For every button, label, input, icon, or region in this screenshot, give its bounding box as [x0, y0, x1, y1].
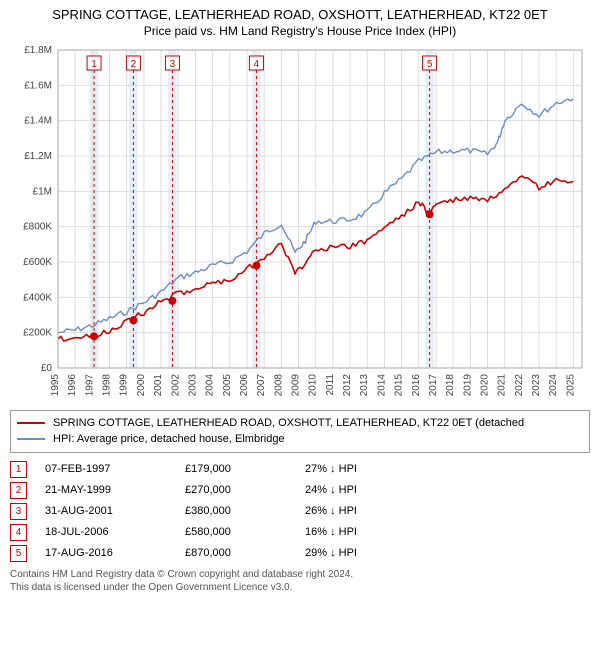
sale-price: £270,000	[185, 484, 305, 496]
svg-text:2010: 2010	[308, 373, 319, 396]
svg-text:1995: 1995	[50, 373, 61, 396]
svg-text:2013: 2013	[359, 373, 370, 396]
sale-date: 18-JUL-2006	[45, 526, 185, 538]
sale-row: 2 21-MAY-1999£270,00024% ↓ HPI	[10, 480, 590, 501]
svg-text:2000: 2000	[136, 373, 147, 396]
svg-text:2009: 2009	[291, 373, 302, 396]
sale-date: 17-AUG-2016	[45, 547, 185, 559]
sale-delta: 26% ↓ HPI	[305, 505, 445, 517]
svg-text:£1M: £1M	[33, 186, 52, 197]
svg-text:2004: 2004	[205, 373, 216, 396]
sale-badge: 4	[10, 524, 27, 541]
svg-text:2012: 2012	[342, 373, 353, 396]
sale-badge: 1	[10, 461, 27, 478]
svg-text:£1.2M: £1.2M	[24, 151, 52, 162]
svg-text:2016: 2016	[411, 373, 422, 396]
svg-text:£0: £0	[41, 363, 53, 374]
svg-text:£1.6M: £1.6M	[24, 80, 52, 91]
svg-text:£200K: £200K	[23, 327, 52, 338]
svg-text:2015: 2015	[394, 373, 405, 396]
svg-text:2006: 2006	[239, 373, 250, 396]
footnote: Contains HM Land Registry data © Crown c…	[10, 568, 590, 594]
chart-title: SPRING COTTAGE, LEATHERHEAD ROAD, OXSHOT…	[0, 0, 600, 24]
sale-delta: 27% ↓ HPI	[305, 463, 445, 475]
sale-delta: 24% ↓ HPI	[305, 484, 445, 496]
svg-text:2014: 2014	[376, 373, 387, 396]
svg-text:£1.8M: £1.8M	[24, 45, 52, 56]
svg-text:2019: 2019	[462, 373, 473, 396]
svg-text:2003: 2003	[187, 373, 198, 396]
svg-text:1: 1	[91, 59, 97, 70]
footnote-line-1: Contains HM Land Registry data © Crown c…	[10, 568, 590, 581]
svg-text:2018: 2018	[445, 373, 456, 396]
svg-text:2024: 2024	[548, 373, 559, 396]
footnote-line-2: This data is licensed under the Open Gov…	[10, 581, 590, 594]
legend: SPRING COTTAGE, LEATHERHEAD ROAD, OXSHOT…	[10, 410, 590, 453]
sale-row: 3 31-AUG-2001£380,00026% ↓ HPI	[10, 501, 590, 522]
sale-price: £870,000	[185, 547, 305, 559]
sale-price: £380,000	[185, 505, 305, 517]
sale-badge: 2	[10, 482, 27, 499]
svg-text:£600K: £600K	[23, 257, 52, 268]
legend-swatch	[17, 422, 45, 424]
svg-text:£800K: £800K	[23, 221, 52, 232]
svg-text:1997: 1997	[84, 373, 95, 396]
sale-row: 1 07-FEB-1997£179,00027% ↓ HPI	[10, 459, 590, 480]
sale-date: 21-MAY-1999	[45, 484, 185, 496]
svg-text:2008: 2008	[273, 373, 284, 396]
svg-text:2023: 2023	[531, 373, 542, 396]
chart-svg: £0 £200K £400K £600K £800K £1M £1.2M £1.4M £1.6M…	[10, 42, 590, 402]
legend-item: HPI: Average price, detached house, Elmb…	[17, 431, 583, 448]
legend-item: SPRING COTTAGE, LEATHERHEAD ROAD, OXSHOT…	[17, 415, 583, 432]
svg-text:2021: 2021	[497, 373, 508, 396]
svg-text:2: 2	[131, 59, 137, 70]
sale-delta: 16% ↓ HPI	[305, 526, 445, 538]
svg-text:4: 4	[254, 59, 260, 70]
svg-text:2020: 2020	[480, 373, 491, 396]
legend-label: SPRING COTTAGE, LEATHERHEAD ROAD, OXSHOT…	[53, 415, 524, 432]
svg-text:£1.4M: £1.4M	[24, 115, 52, 126]
svg-text:1999: 1999	[119, 373, 130, 396]
sales-table: 1 07-FEB-1997£179,00027% ↓ HPI 2 21-MAY-199…	[10, 459, 590, 564]
sale-badge: 3	[10, 503, 27, 520]
svg-text:1996: 1996	[67, 373, 78, 396]
price-chart: £0 £200K £400K £600K £800K £1M £1.2M £1.4M £1.6M…	[10, 42, 590, 402]
svg-text:£400K: £400K	[23, 292, 52, 303]
sale-badge: 5	[10, 545, 27, 562]
svg-text:3: 3	[170, 59, 176, 70]
svg-text:2007: 2007	[256, 373, 267, 396]
svg-text:2011: 2011	[325, 373, 336, 395]
sale-delta: 29% ↓ HPI	[305, 547, 445, 559]
svg-text:5: 5	[427, 59, 433, 70]
sale-row: 5 17-AUG-2016£870,00029% ↓ HPI	[10, 543, 590, 564]
svg-text:2022: 2022	[514, 373, 525, 396]
chart-subtitle: Price paid vs. HM Land Registry's House …	[0, 24, 600, 42]
svg-text:1998: 1998	[102, 373, 113, 396]
sale-date: 07-FEB-1997	[45, 463, 185, 475]
sale-price: £179,000	[185, 463, 305, 475]
svg-text:2025: 2025	[565, 373, 576, 396]
svg-text:2005: 2005	[222, 373, 233, 396]
legend-label: HPI: Average price, detached house, Elmb…	[53, 431, 285, 448]
sale-date: 31-AUG-2001	[45, 505, 185, 517]
svg-text:2017: 2017	[428, 373, 439, 396]
svg-text:2001: 2001	[153, 373, 164, 396]
sale-price: £580,000	[185, 526, 305, 538]
sale-row: 4 18-JUL-2006£580,00016% ↓ HPI	[10, 522, 590, 543]
svg-text:2002: 2002	[170, 373, 181, 396]
legend-swatch	[17, 438, 45, 440]
